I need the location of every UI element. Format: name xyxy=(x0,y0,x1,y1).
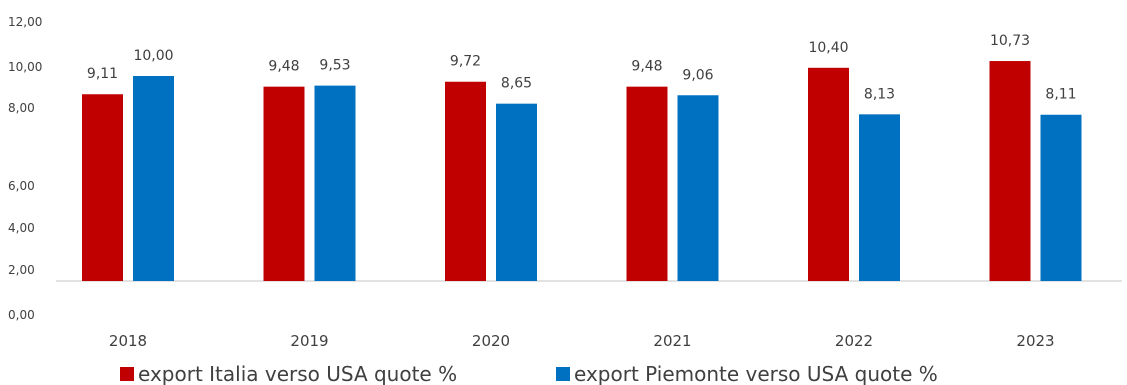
bar-italia-2021 xyxy=(626,86,668,281)
data-label-italia-2020: 9,72 xyxy=(450,54,481,70)
bar-italia-2019 xyxy=(263,86,305,281)
x-axis-category-labels: 2018 2019 2020 2021 2022 2023 xyxy=(109,332,1055,350)
data-label-piemonte-2020: 8,65 xyxy=(501,76,532,92)
x-category-label: 2020 xyxy=(472,332,510,350)
data-label-piemonte-2023: 8,11 xyxy=(1045,87,1076,103)
data-label-italia-2021: 9,48 xyxy=(631,59,662,75)
bar-italia-2018 xyxy=(82,94,123,282)
data-label-piemonte-2019: 9,53 xyxy=(319,58,350,74)
y-tick-label: 10,00 xyxy=(8,60,42,74)
bar-piemonte-2018 xyxy=(133,76,174,281)
data-label-italia-2018: 9,11 xyxy=(87,66,118,82)
data-label-piemonte-2018: 10,00 xyxy=(133,48,173,64)
bar-piemonte-2023 xyxy=(1040,114,1082,282)
bar-piemonte-2020 xyxy=(496,103,537,281)
bars-group xyxy=(82,61,1082,282)
x-category-label: 2021 xyxy=(653,332,691,350)
data-label-piemonte-2021: 9,06 xyxy=(682,67,713,83)
y-tick-label: 12,00 xyxy=(8,15,42,29)
y-tick-label: 8,00 xyxy=(8,101,35,115)
bar-piemonte-2019 xyxy=(314,85,356,281)
y-tick-label: 4,00 xyxy=(8,221,35,235)
y-tick-label: 2,00 xyxy=(8,263,35,277)
bar-italia-2020 xyxy=(445,81,486,282)
legend-swatch-piemonte xyxy=(556,367,570,381)
legend-label-piemonte: export Piemonte verso USA quote % xyxy=(574,362,938,385)
data-label-italia-2022: 10,40 xyxy=(808,40,848,56)
bar-italia-2022 xyxy=(808,67,849,281)
x-category-label: 2022 xyxy=(835,332,873,350)
y-tick-label: 6,00 xyxy=(8,179,35,193)
legend: export Italia verso USA quote % export Pi… xyxy=(120,362,938,385)
y-tick-label: 0,00 xyxy=(8,308,35,322)
x-category-label: 2023 xyxy=(1016,332,1054,350)
data-label-italia-2019: 9,48 xyxy=(268,59,299,75)
data-labels-group: 9,11 10,00 9,48 9,53 9,72 8,65 9,48 9,06 10,40 8,… xyxy=(87,33,1077,103)
legend-swatch-italia xyxy=(120,367,134,381)
data-label-piemonte-2022: 8,13 xyxy=(864,86,895,102)
data-label-italia-2023: 10,73 xyxy=(990,33,1030,49)
bar-piemonte-2021 xyxy=(677,95,719,282)
legend-label-italia: export Italia verso USA quote % xyxy=(138,362,457,385)
x-category-label: 2019 xyxy=(290,332,328,350)
bar-piemonte-2022 xyxy=(859,114,900,282)
y-axis-tick-labels: 12,00 10,00 8,00 6,00 4,00 2,00 0,00 xyxy=(8,15,42,322)
x-category-label: 2018 xyxy=(109,332,147,350)
bar-italia-2023 xyxy=(989,61,1031,281)
